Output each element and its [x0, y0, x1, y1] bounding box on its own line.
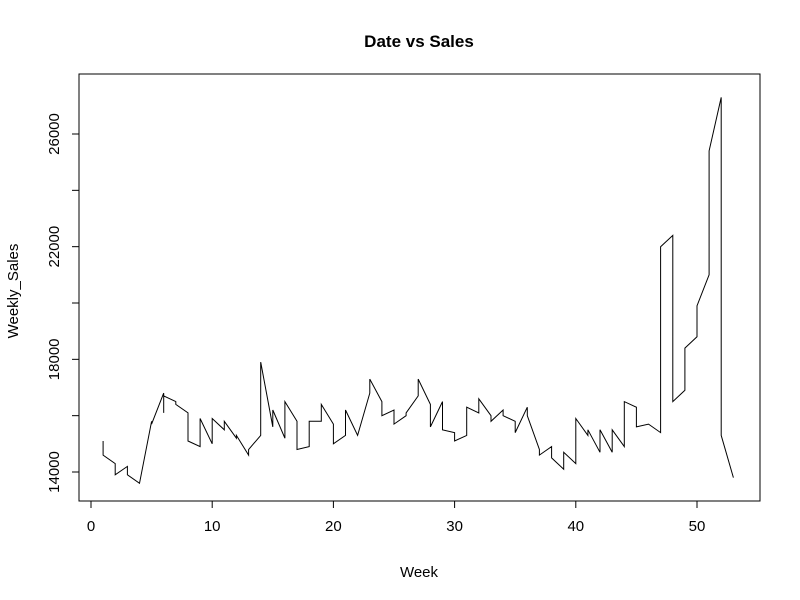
x-tick-label: 0	[87, 518, 95, 535]
x-tick-label: 10	[204, 518, 221, 535]
x-tick-label: 40	[567, 518, 584, 535]
chart-title: Date vs Sales	[364, 32, 474, 51]
y-tick-label: 14000	[46, 451, 63, 493]
y-tick-label: 26000	[46, 113, 63, 155]
y-tick-label: 22000	[46, 226, 63, 268]
y-axis: 14000 18000 22000 26000	[46, 113, 80, 493]
x-axis-label: Week	[400, 564, 439, 581]
x-axis: 0 10 20 30 40 50	[87, 500, 706, 535]
x-tick-label: 30	[446, 518, 463, 535]
x-tick-label: 50	[689, 518, 706, 535]
y-tick-label: 18000	[46, 338, 63, 380]
plot-frame	[78, 73, 761, 502]
x-tick-label: 20	[325, 518, 342, 535]
y-axis-label: Weekly_Sales	[5, 244, 22, 339]
series-line	[102, 97, 734, 485]
series-group	[102, 97, 734, 485]
